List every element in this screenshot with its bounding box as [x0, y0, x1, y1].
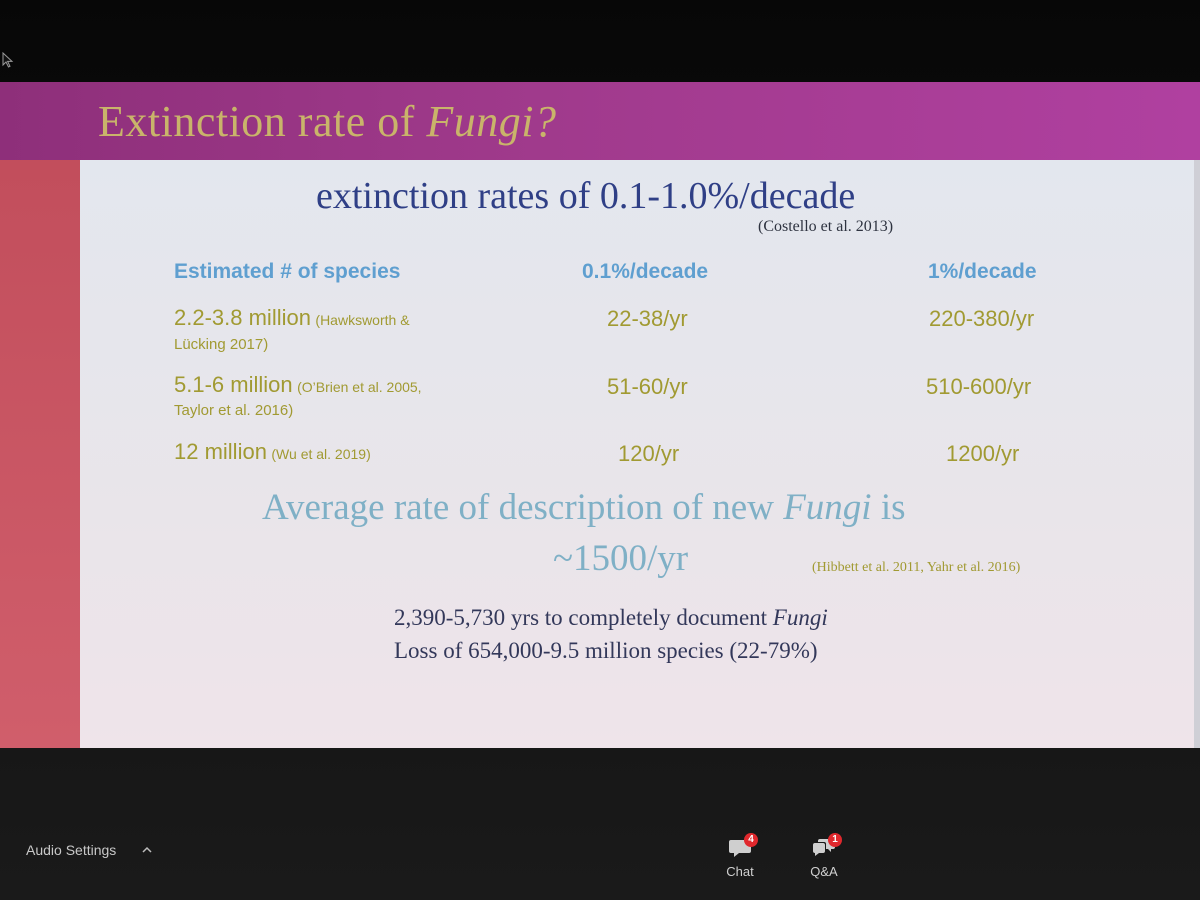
audio-settings-button[interactable]: Audio Settings [26, 842, 117, 858]
cursor-icon [2, 52, 14, 68]
slide-right-edge [1194, 160, 1200, 748]
average-rate-text: Average rate of description of new [262, 487, 784, 528]
average-rate-citation: (Hibbett et al. 2011, Yahr et al. 2016) [812, 560, 1021, 575]
species-count: 2.2-3.8 million [174, 305, 311, 330]
rate-low: 120/yr [618, 441, 680, 466]
table-header-low-rate: 0.1%/decade [582, 260, 709, 283]
slide-title: Extinction rate of Fungi? [98, 96, 557, 147]
rate-low: 22-38/yr [607, 306, 688, 331]
slide-header-band: Extinction rate of Fungi? [0, 82, 1200, 160]
presentation-slide: Extinction rate of Fungi? extinction rat… [0, 82, 1200, 748]
species-citation: (O’Brien et al. 2005, [297, 379, 422, 395]
qa-button[interactable]: 1 Q&A [794, 833, 854, 886]
average-rate-value: ~1500/yr [553, 538, 689, 579]
table-header-high-rate: 1%/decade [928, 260, 1037, 283]
table-row: 12 million (Wu et al. 2019) [174, 439, 371, 465]
table-row: 2.2-3.8 million (Hawksworth & [174, 305, 410, 331]
qa-unread-badge: 1 [828, 833, 842, 847]
chevron-up-icon[interactable] [142, 846, 152, 854]
slide-title-text: Extinction rate of [98, 97, 427, 146]
chat-label: Chat [726, 864, 754, 879]
species-count: 12 million [174, 439, 267, 464]
slide-title-italic: Fungi? [426, 97, 557, 146]
average-rate-italic: Fungi [783, 487, 872, 528]
species-citation-continued: Taylor et al. 2016) [174, 402, 294, 419]
rate-high: 1200/yr [946, 441, 1020, 466]
conclusion-italic: Fungi [772, 605, 828, 630]
chat-button[interactable]: 4 Chat [710, 833, 770, 886]
table-row: 5.1-6 million (O’Brien et al. 2005, [174, 372, 422, 398]
qa-label: Q&A [810, 864, 838, 879]
species-citation: (Wu et al. 2019) [271, 446, 371, 462]
rate-low: 51-60/yr [607, 374, 688, 399]
average-rate-line-1: Average rate of description of new Fungi… [262, 486, 906, 529]
slide-left-accent-bar [0, 160, 80, 748]
conclusion-line-1: 2,390-5,730 yrs to completely document F… [394, 605, 828, 631]
slide-body [80, 160, 1200, 748]
average-rate-text-end: is [871, 487, 906, 528]
slide-subtitle: extinction rates of 0.1-1.0%/decade [316, 175, 856, 217]
conclusion-text: 2,390-5,730 yrs to completely document [394, 605, 773, 630]
species-citation: (Hawksworth & [315, 312, 410, 328]
table-header-species: Estimated # of species [174, 260, 401, 283]
species-citation-continued: Lücking 2017) [174, 336, 269, 353]
rate-high: 220-380/yr [929, 306, 1035, 331]
conclusion-line-2: Loss of 654,000-9.5 million species (22-… [394, 638, 818, 663]
subtitle-citation: (Costello et al. 2013) [758, 218, 894, 235]
rate-high: 510-600/yr [926, 374, 1032, 399]
chat-unread-badge: 4 [744, 833, 758, 847]
species-count: 5.1-6 million [174, 372, 293, 397]
